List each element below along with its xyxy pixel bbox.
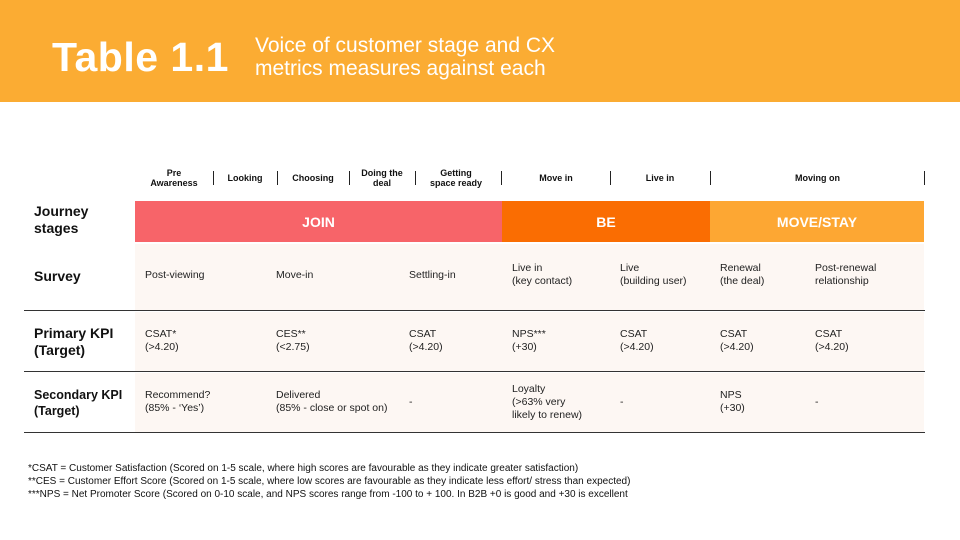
primary-kpi-cell: CSAT* (>4.20)	[145, 328, 179, 353]
survey-row-background	[135, 244, 924, 310]
secondary-kpi-cell: Delivered (85% - close or spot on)	[276, 389, 388, 414]
survey-cell: Settling-in	[409, 269, 456, 281]
footnotes: *CSAT = Customer Satisfaction (Scored on…	[28, 462, 630, 501]
band-move-stay: MOVE/STAY	[710, 201, 924, 242]
survey-cell: Live in (key contact)	[512, 262, 573, 287]
row-label-journey-stages: Journey stages	[34, 203, 89, 236]
footnote-csat: *CSAT = Customer Satisfaction (Scored on…	[28, 463, 579, 474]
stage-divider	[415, 171, 416, 185]
stage-looking: Looking	[227, 173, 263, 183]
secondary-kpi-cell: NPS (+30)	[720, 389, 745, 414]
stage-move-in: Move in	[539, 173, 573, 183]
survey-cell: Post-renewal relationship	[815, 262, 877, 287]
band-join: JOIN	[135, 201, 502, 242]
row-label-survey: Survey	[34, 268, 81, 284]
stage-divider	[710, 171, 711, 185]
table-number: Table 1.1	[52, 34, 229, 80]
band-be: BE	[502, 201, 710, 242]
stage-divider	[213, 171, 214, 185]
row-divider	[24, 310, 925, 311]
secondary-kpi-cell: -	[620, 396, 624, 408]
primary-kpi-cell: CSAT (>4.20)	[620, 328, 654, 353]
primary-kpi-cell: CES** (<2.75)	[276, 328, 310, 353]
stage-pre-awareness: Pre Awareness	[150, 168, 198, 188]
stage-divider	[924, 171, 925, 185]
stage-live-in: Live in	[645, 173, 675, 183]
stage-divider	[349, 171, 350, 185]
stage-getting-space-ready: Getting space ready	[429, 168, 483, 188]
survey-cell: Renewal (the deal)	[720, 262, 765, 287]
primary-kpi-row-background	[135, 312, 924, 371]
table-title: Voice of customer stage and CX metrics m…	[255, 34, 655, 80]
row-label-primary-kpi: Primary KPI (Target)	[34, 325, 114, 358]
stage-divider	[501, 171, 502, 185]
primary-kpi-cell: CSAT (>4.20)	[409, 328, 443, 353]
stage-divider	[277, 171, 278, 185]
stage-doing-the-deal: Doing the deal	[361, 168, 403, 188]
secondary-kpi-cell: Loyalty (>63% very likely to renew)	[512, 383, 583, 421]
stage-divider	[610, 171, 611, 185]
stage-moving-on: Moving on	[795, 173, 840, 183]
row-label-secondary-kpi: Secondary KPI (Target)	[34, 388, 123, 418]
survey-cell: Live (building user)	[620, 262, 687, 287]
title-banner	[0, 0, 960, 102]
primary-kpi-cell: CSAT (>4.20)	[815, 328, 849, 353]
stage-choosing: Choosing	[292, 173, 334, 183]
footnote-ces: **CES = Customer Effort Score (Scored on…	[28, 476, 631, 487]
row-divider	[24, 432, 925, 433]
secondary-kpi-row-background	[135, 373, 924, 432]
table-title-line-2: metrics measures against each	[255, 57, 546, 80]
survey-cell: Move-in	[276, 269, 314, 281]
row-divider	[24, 371, 925, 372]
secondary-kpi-cell: -	[815, 396, 819, 408]
secondary-kpi-cell: Recommend? (85% - ‘Yes’)	[145, 389, 211, 414]
survey-cell: Post-viewing	[145, 269, 205, 281]
footnote-nps: ***NPS = Net Promoter Score (Scored on 0…	[28, 489, 628, 500]
primary-kpi-cell: NPS*** (+30)	[512, 328, 546, 353]
primary-kpi-cell: CSAT (>4.20)	[720, 328, 754, 353]
secondary-kpi-cell: -	[409, 396, 413, 408]
table-title-line-1: Voice of customer stage and CX	[255, 34, 555, 57]
